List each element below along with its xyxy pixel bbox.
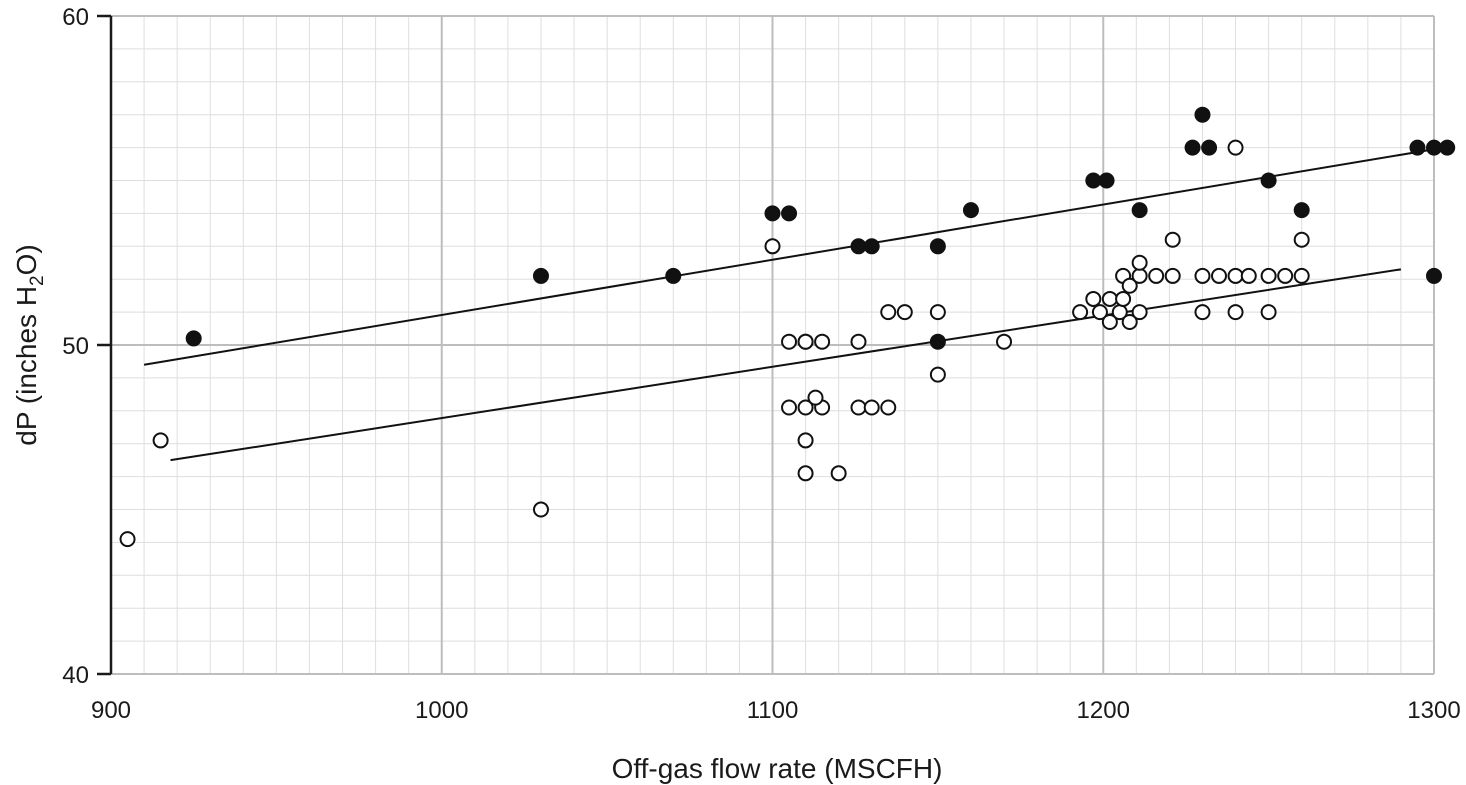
filled-data-point xyxy=(1260,172,1277,189)
open-data-point xyxy=(830,465,847,482)
y-tick-label: 40 xyxy=(62,662,89,689)
y-axis-title-prefix: dP (inches H xyxy=(11,286,42,446)
open-data-point xyxy=(1121,313,1138,330)
open-data-point xyxy=(1148,267,1165,284)
filled-data-point xyxy=(1085,172,1102,189)
open-data-point xyxy=(797,399,814,416)
open-data-point xyxy=(1101,313,1118,330)
open-data-point xyxy=(532,501,549,518)
open-data-point xyxy=(1115,290,1132,307)
filled-data-point xyxy=(185,330,202,347)
open-data-point xyxy=(152,432,169,449)
open-data-point xyxy=(1164,267,1181,284)
open-data-point xyxy=(1260,304,1277,321)
filled-data-point xyxy=(850,238,867,255)
open-data-point xyxy=(996,333,1013,350)
filled-data-point xyxy=(532,267,549,284)
filled-data-point xyxy=(1131,202,1148,219)
open-data-point xyxy=(119,531,136,548)
open-data-point xyxy=(1085,290,1102,307)
open-data-point xyxy=(1293,231,1310,248)
open-data-point xyxy=(1164,231,1181,248)
trend-line-filled-series xyxy=(143,146,1445,366)
x-tick-label: 1300 xyxy=(1407,697,1460,724)
open-data-point xyxy=(1227,304,1244,321)
open-data-point xyxy=(764,238,781,255)
open-data-point xyxy=(814,333,831,350)
open-data-point xyxy=(1101,290,1118,307)
filled-data-point xyxy=(1184,139,1201,156)
open-data-point xyxy=(896,304,913,321)
x-tick-label: 1200 xyxy=(1077,697,1130,724)
open-data-point xyxy=(797,333,814,350)
open-data-point xyxy=(797,432,814,449)
filled-data-point xyxy=(764,205,781,222)
open-data-point xyxy=(1240,267,1257,284)
x-axis-title: Off-gas flow rate (MSCFH) xyxy=(612,753,943,784)
open-data-point xyxy=(1091,304,1108,321)
y-axis-title-suffix: O) xyxy=(11,244,42,275)
open-data-point xyxy=(863,399,880,416)
data-markers xyxy=(119,106,1456,548)
open-data-point xyxy=(1131,267,1148,284)
filled-data-point xyxy=(1439,139,1456,156)
trend-lines xyxy=(143,146,1445,462)
open-data-point xyxy=(1277,267,1294,284)
open-data-point xyxy=(781,333,798,350)
open-data-point xyxy=(850,399,867,416)
open-data-point xyxy=(1131,254,1148,271)
filled-data-point xyxy=(962,202,979,219)
open-data-point xyxy=(1194,304,1211,321)
trend-line-open-series xyxy=(170,268,1402,462)
open-data-point xyxy=(850,333,867,350)
filled-data-point xyxy=(1293,202,1310,219)
filled-data-point xyxy=(1426,139,1442,156)
open-data-point xyxy=(1194,267,1211,284)
open-data-point xyxy=(1131,304,1148,321)
filled-data-point xyxy=(929,238,946,255)
x-tick-label: 900 xyxy=(91,697,131,724)
filled-data-point xyxy=(665,267,682,284)
open-data-point xyxy=(1260,267,1277,284)
filled-data-point xyxy=(1098,172,1115,189)
open-data-point xyxy=(1121,277,1138,294)
open-data-point xyxy=(1293,267,1310,284)
filled-data-point xyxy=(1409,139,1426,156)
open-data-point xyxy=(929,366,946,383)
open-data-point xyxy=(1211,267,1228,284)
filled-data-point xyxy=(781,205,798,222)
open-data-point xyxy=(781,399,798,416)
y-axis-title-subscript: 2 xyxy=(27,275,48,286)
x-tick-label: 1000 xyxy=(415,697,468,724)
x-tick-label: 1100 xyxy=(747,697,799,724)
y-tick-label: 60 xyxy=(62,4,89,31)
open-data-point xyxy=(807,389,824,406)
open-data-point xyxy=(1227,267,1244,284)
open-data-point xyxy=(1227,139,1244,156)
y-tick-label: 50 xyxy=(62,333,89,360)
open-data-point xyxy=(929,304,946,321)
open-data-point xyxy=(880,304,897,321)
filled-data-point xyxy=(1201,139,1218,156)
filled-data-point xyxy=(863,238,880,255)
major-grid xyxy=(111,15,1435,675)
filled-data-point xyxy=(1194,106,1211,123)
x-axis-ticks: 900 1000 1100 1200 1300 xyxy=(91,697,1461,724)
open-data-point xyxy=(880,399,897,416)
open-data-point xyxy=(797,465,814,482)
filled-data-point xyxy=(1426,267,1442,284)
y-axis-title: dP (inches H2O) xyxy=(11,244,48,445)
open-data-point xyxy=(1072,304,1089,321)
filled-data-point xyxy=(929,333,946,350)
y-axis-ticks: 40 50 60 xyxy=(62,4,111,689)
